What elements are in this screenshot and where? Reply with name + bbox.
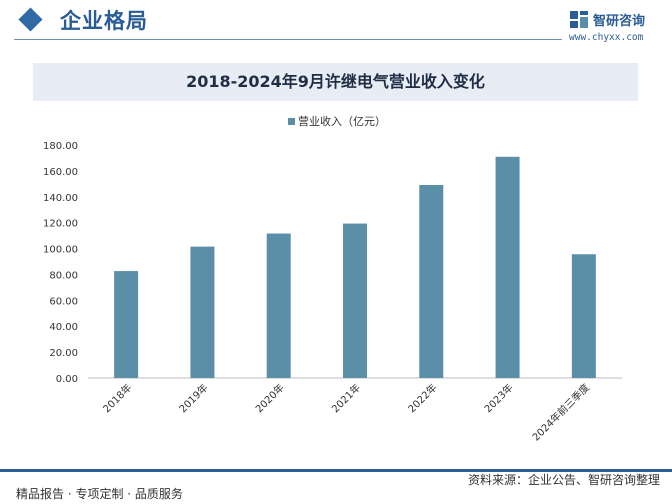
chart-title-band: 2018-2024年9月许继电气营业收入变化 xyxy=(33,63,638,101)
logo-url: www.chyxx.com xyxy=(569,32,644,43)
y-tick-label: 120.00 xyxy=(43,219,78,230)
bar xyxy=(571,254,596,378)
bar xyxy=(266,233,291,378)
legend-swatch xyxy=(288,118,295,125)
y-tick-label: 140.00 xyxy=(43,193,78,204)
logo-name: 智研咨询 xyxy=(593,14,646,29)
page-footer: 精品报告 · 专项定制 · 品质服务 资料来源：企业公告、智研咨询整理 xyxy=(0,469,672,504)
x-tick-label: 2019年 xyxy=(176,381,210,415)
y-tick-label: 160.00 xyxy=(43,167,78,178)
bar xyxy=(343,223,367,378)
legend-label: 营业收入（亿元） xyxy=(298,114,386,128)
y-tick-label: 60.00 xyxy=(49,296,78,307)
x-tick-label: 2023年 xyxy=(481,381,515,415)
bar-chart: 0.00 20.00 40.00 60.00 80.00 100.00 120.00 140.… xyxy=(43,114,622,444)
bar xyxy=(495,156,520,378)
y-tick-label: 180.00 xyxy=(43,141,78,152)
y-tick-label: 0.00 xyxy=(56,374,78,385)
bar xyxy=(190,246,215,378)
page-header: 企业格局 智研咨询 www.chyxx.com xyxy=(0,0,672,46)
x-tick-label: 2021年 xyxy=(329,381,363,415)
logo-icon xyxy=(570,11,588,28)
footer-tagline: 精品报告 · 专项定制 · 品质服务 xyxy=(16,487,183,501)
footer-divider xyxy=(0,469,672,472)
chart-title: 2018-2024年9月许继电气营业收入变化 xyxy=(186,72,485,91)
y-tick-label: 40.00 xyxy=(49,322,78,333)
x-tick-label: 2024年前三季度 xyxy=(529,381,592,444)
x-tick-label: 2020年 xyxy=(253,381,287,415)
x-tick-label: 2022年 xyxy=(405,381,439,415)
footer-source: 资料来源：企业公告、智研咨询整理 xyxy=(467,473,660,487)
y-tick-label: 100.00 xyxy=(43,245,78,256)
bar xyxy=(419,184,444,378)
x-tick-label: 2018年 xyxy=(100,381,134,415)
y-tick-label: 20.00 xyxy=(49,348,78,359)
brand-logo: 智研咨询 www.chyxx.com xyxy=(569,8,663,48)
bar xyxy=(114,271,139,378)
y-tick-label: 80.00 xyxy=(49,270,78,281)
section-title: 企业格局 xyxy=(60,9,148,33)
header-divider xyxy=(14,39,562,40)
